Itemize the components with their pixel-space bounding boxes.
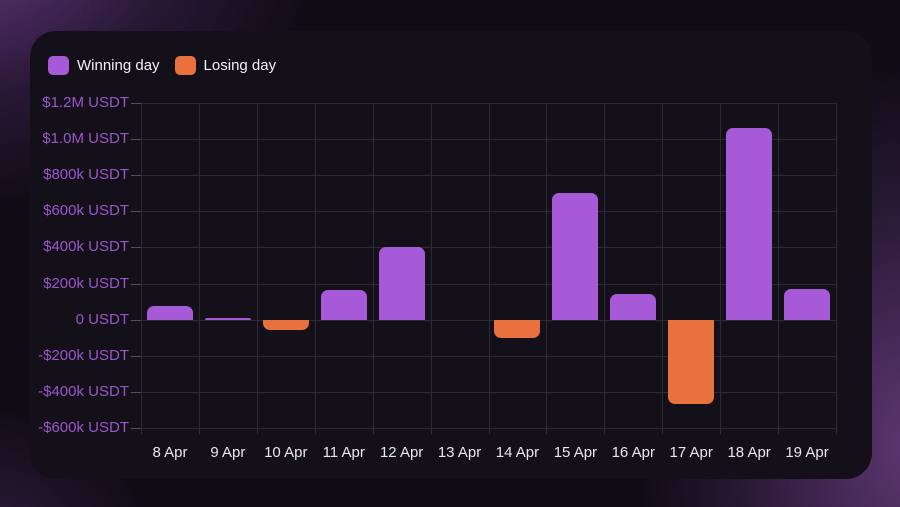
x-axis-label: 16 Apr bbox=[611, 444, 655, 461]
bar-19-apr[interactable] bbox=[784, 288, 831, 320]
x-axis-tick bbox=[314, 428, 316, 434]
y-axis-tick bbox=[131, 355, 141, 357]
x-axis-tick bbox=[546, 428, 548, 434]
x-axis-tick bbox=[256, 428, 258, 434]
losing-day-swatch-icon bbox=[174, 56, 196, 75]
y-axis-tick bbox=[131, 211, 141, 213]
y-axis-label: $200k USDT bbox=[43, 274, 129, 292]
bar-10-apr[interactable] bbox=[262, 319, 309, 331]
bar-9-apr[interactable] bbox=[204, 318, 251, 320]
x-axis-tick bbox=[778, 428, 780, 434]
gridline-vertical bbox=[198, 103, 200, 428]
legend-label-winning-day: Winning day bbox=[77, 57, 160, 74]
bar-11-apr[interactable] bbox=[320, 289, 367, 320]
bar-16-apr[interactable] bbox=[610, 294, 657, 320]
bar-18-apr[interactable] bbox=[726, 128, 773, 320]
gridline-vertical bbox=[836, 103, 837, 428]
x-axis-tick bbox=[141, 428, 142, 434]
x-axis-label: 15 Apr bbox=[553, 444, 598, 461]
gridline-vertical bbox=[778, 103, 780, 428]
x-axis-label: 14 Apr bbox=[495, 444, 540, 461]
y-axis-tick bbox=[131, 428, 141, 429]
bar-12-apr[interactable] bbox=[378, 247, 425, 320]
gridline-vertical bbox=[141, 103, 142, 428]
x-axis-tick bbox=[488, 428, 490, 434]
x-axis-label: 10 Apr bbox=[264, 444, 308, 461]
bar-15-apr[interactable] bbox=[552, 193, 599, 320]
bar-8-apr[interactable] bbox=[146, 306, 193, 320]
legend-label-losing-day: Losing day bbox=[203, 57, 277, 74]
gridline-vertical bbox=[314, 103, 316, 428]
x-axis-label: 17 Apr bbox=[669, 444, 713, 461]
y-axis-tick bbox=[131, 103, 141, 104]
legend-item-losing-day[interactable]: Losing day bbox=[174, 56, 277, 75]
x-axis-tick bbox=[720, 428, 722, 434]
gridline-vertical bbox=[372, 103, 374, 428]
bar-17-apr[interactable] bbox=[668, 319, 715, 404]
legend-item-winning-day[interactable]: Winning day bbox=[48, 56, 160, 75]
x-axis-tick bbox=[430, 428, 432, 434]
y-axis-label: -$600k USDT bbox=[38, 419, 129, 436]
y-axis-label: 0 USDT bbox=[75, 310, 129, 328]
y-axis-label: -$400k USDT bbox=[38, 382, 129, 400]
x-axis-label: 12 Apr bbox=[379, 444, 424, 461]
y-axis-tick bbox=[131, 175, 141, 177]
y-axis-label: $1.0M USDT bbox=[42, 130, 129, 148]
x-axis-tick bbox=[372, 428, 374, 434]
gridline-vertical bbox=[546, 103, 548, 428]
x-axis-label: 18 Apr bbox=[727, 444, 771, 461]
y-axis-label: -$200k USDT bbox=[38, 346, 129, 364]
x-axis-label: 11 Apr bbox=[322, 444, 365, 461]
chart-legend: Winning day Losing day bbox=[48, 56, 276, 75]
x-axis-tick bbox=[604, 428, 606, 434]
y-axis-tick bbox=[131, 247, 141, 249]
y-axis-tick bbox=[131, 283, 141, 285]
gridline-vertical bbox=[430, 103, 432, 428]
gridline-vertical bbox=[604, 103, 606, 428]
chart-card: Winning day Losing day $1.2M USDT $1.0M U… bbox=[30, 31, 872, 479]
x-axis-label: 13 Apr bbox=[437, 444, 482, 461]
y-axis-label: $600k USDT bbox=[43, 202, 129, 220]
bar-14-apr[interactable] bbox=[494, 319, 541, 338]
x-axis-tick bbox=[198, 428, 200, 434]
x-axis-tick bbox=[836, 428, 837, 434]
x-axis-tick bbox=[662, 428, 664, 434]
y-axis-label: $400k USDT bbox=[43, 238, 129, 256]
gridline-vertical bbox=[256, 103, 258, 428]
x-axis-label: 9 Apr bbox=[210, 444, 246, 461]
y-axis-label: $800k USDT bbox=[43, 166, 129, 184]
bar-chart-plot-area: $1.2M USDT $1.0M USDT $800k USDT $600k USDT… bbox=[38, 94, 837, 461]
y-axis-tick bbox=[131, 139, 141, 141]
y-axis-tick bbox=[131, 319, 141, 321]
gridline-vertical bbox=[720, 103, 722, 428]
gridline-vertical bbox=[488, 103, 490, 428]
y-axis-label: $1.2M USDT bbox=[42, 94, 129, 111]
x-axis-label: 19 Apr bbox=[785, 444, 829, 461]
gridline-vertical bbox=[662, 103, 664, 428]
y-axis-tick bbox=[131, 391, 141, 393]
winning-day-swatch-icon bbox=[48, 56, 69, 75]
x-axis-label: 8 Apr bbox=[152, 444, 188, 461]
